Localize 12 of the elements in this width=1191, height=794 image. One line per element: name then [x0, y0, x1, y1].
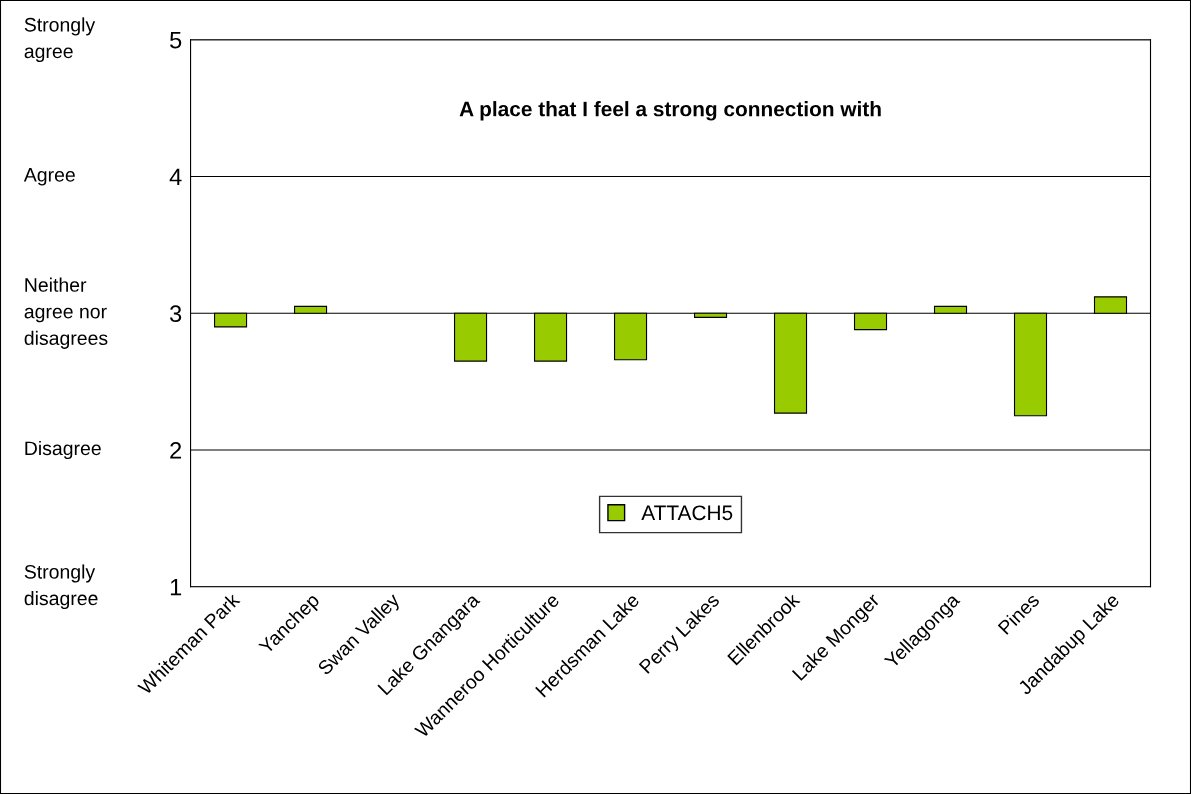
text: Strongly disagree: [24, 564, 98, 610]
y-tick-label: 5: [170, 32, 182, 49]
text: Neither agree nor disagrees: [24, 277, 108, 349]
y-tick-label: 4: [169, 168, 182, 186]
y-tick-label: 3: [170, 305, 182, 323]
y-tick-label: 2: [170, 442, 182, 459]
legend-label: ATTACH5: [641, 505, 733, 521]
text: Disagree: [25, 440, 101, 460]
text: Strongly agree: [24, 17, 96, 63]
y-tick-label: 1: [170, 579, 182, 596]
text: A place that I feel a strong connection with: [459, 101, 881, 121]
text: Agree: [23, 168, 75, 186]
